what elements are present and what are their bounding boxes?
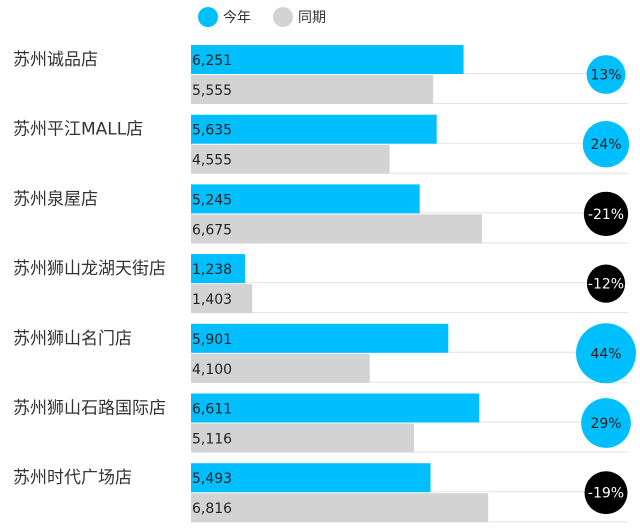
growth-bubble[interactable] <box>581 398 631 448</box>
bar-prior-period[interactable] <box>191 493 489 523</box>
bar-current-year[interactable] <box>191 45 464 74</box>
bar-prior-period[interactable] <box>191 214 483 244</box>
value-label-current-year: 1,238 <box>192 262 232 278</box>
growth-bubble[interactable] <box>584 471 628 515</box>
value-label-prior-period: 6,816 <box>192 501 232 517</box>
value-label-prior-period: 1,403 <box>192 292 232 308</box>
bar-current-year[interactable] <box>191 393 480 423</box>
value-label-current-year: 5,245 <box>192 192 232 208</box>
growth-label: -21% <box>588 207 624 223</box>
growth-label: 24% <box>590 137 621 153</box>
category-label: 苏州泉屋店 <box>13 189 98 209</box>
category-label: 苏州平江MALL店 <box>13 120 143 140</box>
value-label-prior-period: 5,116 <box>192 432 232 448</box>
legend-marker-prior-period[interactable] <box>273 7 293 27</box>
growth-bubble[interactable] <box>582 121 630 168</box>
legend-label-prior-period: 同期 <box>298 10 326 26</box>
category-label: 苏州诚品店 <box>13 50 98 70</box>
legend-marker-current-year[interactable] <box>198 7 218 27</box>
bar-current-year[interactable] <box>191 463 431 493</box>
growth-bubble[interactable] <box>583 191 629 237</box>
value-label-prior-period: 4,100 <box>192 362 232 378</box>
bar-prior-period[interactable] <box>191 284 253 314</box>
value-label-prior-period: 5,555 <box>192 83 232 99</box>
value-label-current-year: 5,901 <box>192 332 232 348</box>
value-label-prior-period: 4,555 <box>192 153 232 169</box>
growth-label: 29% <box>590 416 621 432</box>
category-label: 苏州狮山名门店 <box>13 329 132 349</box>
bar-prior-period[interactable] <box>191 144 390 174</box>
growth-bubble[interactable] <box>586 55 626 94</box>
growth-label: 13% <box>590 68 621 84</box>
growth-label: -19% <box>588 486 624 502</box>
growth-label: 44% <box>590 346 621 362</box>
bar-current-year[interactable] <box>191 323 449 353</box>
legend-label-current-year: 今年 <box>223 10 251 26</box>
growth-bubble[interactable] <box>586 264 626 303</box>
value-label-current-year: 5,635 <box>192 123 232 139</box>
growth-label: -12% <box>588 277 624 293</box>
value-label-current-year: 6,251 <box>192 53 232 69</box>
bar-current-year[interactable] <box>191 254 245 284</box>
category-label: 苏州狮山石路国际店 <box>13 399 166 419</box>
category-label: 苏州狮山龙湖天街店 <box>13 259 166 279</box>
bar-current-year[interactable] <box>191 114 437 144</box>
bar-prior-period[interactable] <box>191 353 370 383</box>
value-label-prior-period: 6,675 <box>192 222 232 238</box>
growth-bubble[interactable] <box>576 323 636 384</box>
value-label-current-year: 6,611 <box>192 402 232 418</box>
bar-current-year[interactable] <box>191 184 420 214</box>
category-label: 苏州时代广场店 <box>13 468 132 488</box>
bar-prior-period[interactable] <box>191 75 434 104</box>
value-label-current-year: 5,493 <box>192 471 232 487</box>
bar-prior-period[interactable] <box>191 423 415 453</box>
